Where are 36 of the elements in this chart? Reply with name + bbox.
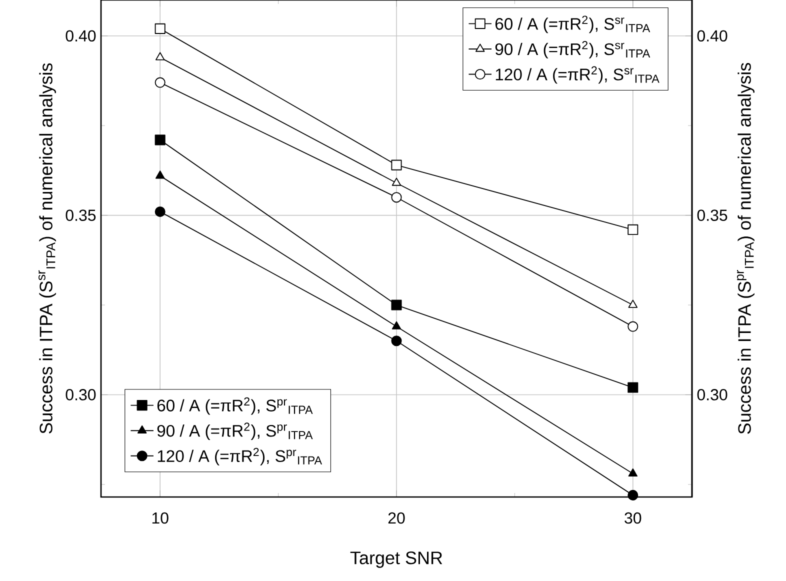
legend-label: 120 / A (=πR$^{2}$), S$^{sr}$ITPA [496, 66, 660, 84]
point [628, 300, 638, 308]
point [628, 224, 638, 235]
point [154, 206, 166, 217]
point [154, 23, 166, 34]
point [628, 490, 638, 500]
legend-label: 90 / A (=πR$^{2}$), S$^{sr}$ITPA [495, 40, 650, 58]
y-tick-label: 0.40 [66, 30, 96, 42]
y2-axis-title: Success in ITPA (S$^{pr}$$_{ITPA}$) of numerical analysis [737, 63, 754, 434]
point [154, 77, 166, 88]
point [154, 134, 166, 146]
y-tick-label: 0.35 [66, 210, 96, 221]
x-tick-label: 20 [388, 512, 405, 524]
point [391, 192, 402, 203]
point [391, 160, 402, 170]
point [628, 382, 638, 393]
point [628, 468, 638, 477]
legend-label: 90 / A (=πR$^{2}$), S$^{pr}$ITPA [157, 422, 313, 440]
legend-label: 60 / A (=πR$^{2}$), S$^{sr}$ITPA [495, 16, 650, 34]
legend-label: 120 / A (=πR$^{2}$), S$^{pr}$ITPA [158, 448, 322, 466]
y2-tick-label: 0.30 [697, 389, 728, 400]
point [155, 170, 165, 179]
point [628, 321, 638, 332]
point [391, 336, 402, 346]
point [391, 300, 402, 310]
point [392, 321, 402, 330]
point [392, 178, 402, 186]
x-tick-label: 10 [152, 512, 168, 524]
x-axis-title: Target SNR [350, 552, 442, 568]
point [155, 52, 165, 60]
y-axis-title: Success in ITPA (S$^{sr}$$_{ITPA}$) of numerical analysis [38, 63, 56, 434]
y2-tick-label: 0.35 [697, 210, 728, 221]
legend-label: 60 / A (=πR$^{2}$), S$^{pr}$ITPA [157, 397, 313, 415]
y-tick-label: 0.30 [66, 389, 96, 400]
y2-tick-label: 0.40 [697, 30, 728, 42]
x-tick-label: 30 [624, 512, 642, 524]
